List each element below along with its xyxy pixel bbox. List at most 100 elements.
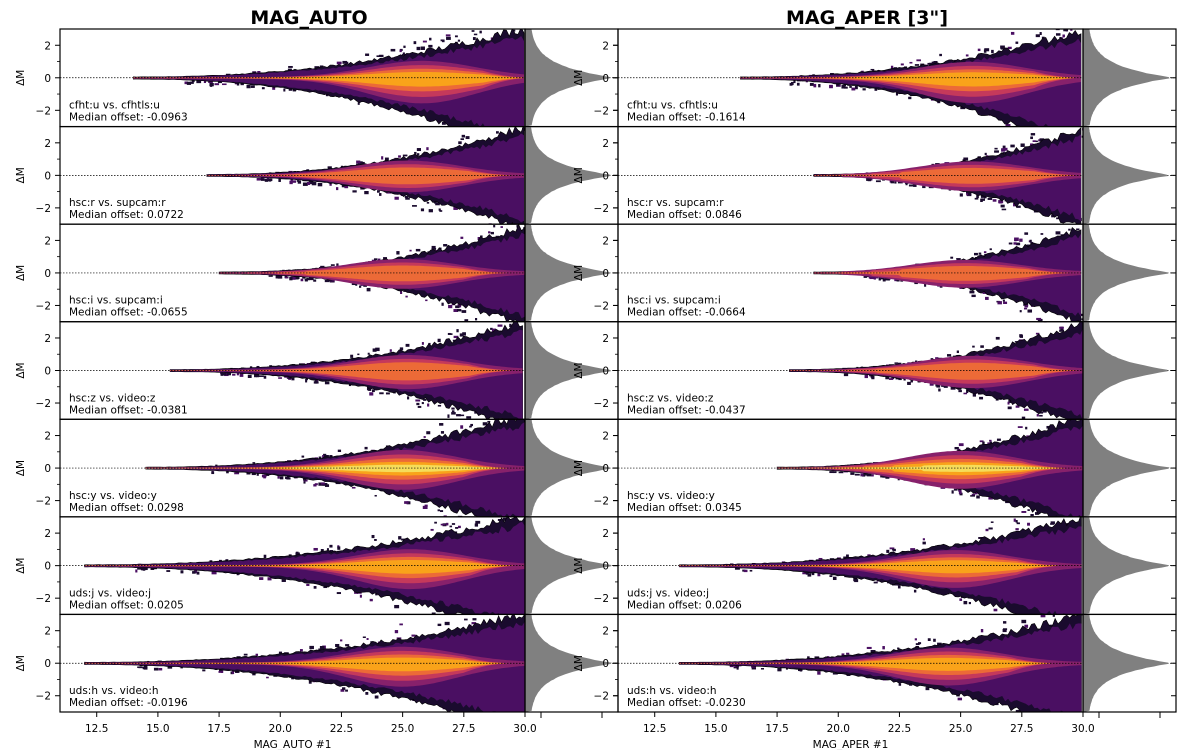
density-speckle [376, 55, 380, 57]
density-speckle [536, 626, 539, 629]
density-speckle [526, 17, 529, 19]
density-speckle [1090, 225, 1094, 227]
density-speckle [342, 60, 347, 64]
density-speckle [311, 182, 317, 186]
density-speckle [950, 256, 954, 259]
density-speckle [424, 504, 428, 507]
density-speckle [1067, 13, 1071, 15]
density-speckle [461, 134, 466, 138]
density-speckle [357, 102, 360, 105]
density-speckle [950, 386, 956, 390]
y-tick-label: 0 [44, 366, 51, 378]
density-speckle [890, 181, 895, 184]
density-speckle [246, 472, 251, 475]
density-speckle [421, 342, 424, 345]
density-speckle [943, 386, 948, 388]
density-speckle [843, 373, 849, 377]
y-axis-label: ΔM [15, 558, 27, 574]
density-speckle [369, 392, 374, 396]
density-speckle [411, 634, 416, 637]
density-speckle [885, 476, 890, 479]
density-speckle [196, 571, 200, 575]
density-speckle [817, 671, 821, 675]
density-speckle [454, 35, 458, 38]
density-speckle [1098, 326, 1102, 329]
density-speckle [1025, 426, 1028, 430]
density-speckle [337, 449, 342, 453]
density-speckle [379, 193, 382, 196]
histogram-bars [1083, 516, 1169, 615]
density-speckle [324, 381, 330, 385]
density-speckle [1004, 714, 1007, 717]
density-speckle [1107, 500, 1111, 503]
density-speckle [266, 676, 269, 679]
density-speckle [302, 276, 306, 279]
density-speckle [192, 571, 196, 574]
density-speckle [895, 92, 899, 96]
density-speckle [218, 668, 222, 672]
median-offset-label: Median offset: -0.0196 [69, 697, 188, 709]
density-speckle [1105, 227, 1109, 229]
density-speckle [462, 332, 466, 336]
density-speckle [1033, 210, 1039, 213]
density-speckle [866, 646, 872, 649]
density-speckle [958, 443, 964, 447]
density-speckle [492, 731, 494, 733]
density-speckle [846, 554, 849, 558]
density-speckle [374, 695, 379, 699]
density-speckle [317, 182, 323, 187]
marginal-histogram [1083, 516, 1169, 615]
density-speckle [330, 279, 335, 282]
density-speckle [153, 667, 159, 671]
density-speckle [922, 186, 926, 189]
median-offset-label: Median offset: 0.0205 [69, 599, 184, 611]
density-speckle [939, 53, 942, 57]
x-tick-label: 25.0 [949, 723, 972, 735]
density-speckle [218, 671, 224, 673]
density-speckle [805, 572, 809, 575]
density-speckle [440, 431, 445, 434]
density-speckle [1091, 230, 1095, 232]
density-speckle [957, 448, 961, 451]
density-speckle [979, 396, 984, 400]
histogram-bars [525, 321, 611, 420]
density-speckle [479, 716, 483, 719]
density-speckle [980, 629, 984, 633]
density-speckle [440, 510, 444, 513]
density-speckle [405, 295, 408, 298]
density-speckle [287, 68, 292, 71]
density-speckle [340, 689, 345, 692]
y-tick-label: −2 [594, 300, 609, 312]
density-speckle [446, 522, 449, 526]
density-speckle [916, 59, 921, 62]
density-speckle [167, 666, 173, 669]
density-speckle [829, 575, 833, 578]
density-speckle [736, 666, 739, 670]
density-speckle [1040, 233, 1044, 235]
marginal-histogram [525, 224, 610, 322]
density-speckle [1060, 720, 1064, 722]
density-speckle [533, 311, 538, 314]
density-speckle [291, 676, 295, 680]
density-speckle [807, 573, 812, 577]
density-speckle [873, 276, 876, 280]
density-speckle [980, 194, 985, 198]
density-speckle [1067, 324, 1069, 326]
density-speckle [431, 248, 437, 250]
density-speckle [870, 650, 876, 654]
density-speckle [255, 653, 259, 656]
density-speckle [817, 573, 821, 577]
density-speckle [143, 567, 148, 571]
density-speckle [423, 398, 427, 401]
density-speckle [140, 567, 145, 571]
density-speckle [994, 150, 999, 153]
density-speckle [993, 608, 998, 612]
density-contour-level [813, 266, 1070, 281]
density-speckle [980, 198, 983, 203]
density-speckle [443, 244, 448, 247]
density-speckle [1046, 721, 1049, 724]
density-speckle [1039, 138, 1045, 142]
density-speckle [469, 425, 472, 428]
x-tick-label: 17.5 [207, 723, 230, 735]
density-speckle [399, 347, 404, 351]
